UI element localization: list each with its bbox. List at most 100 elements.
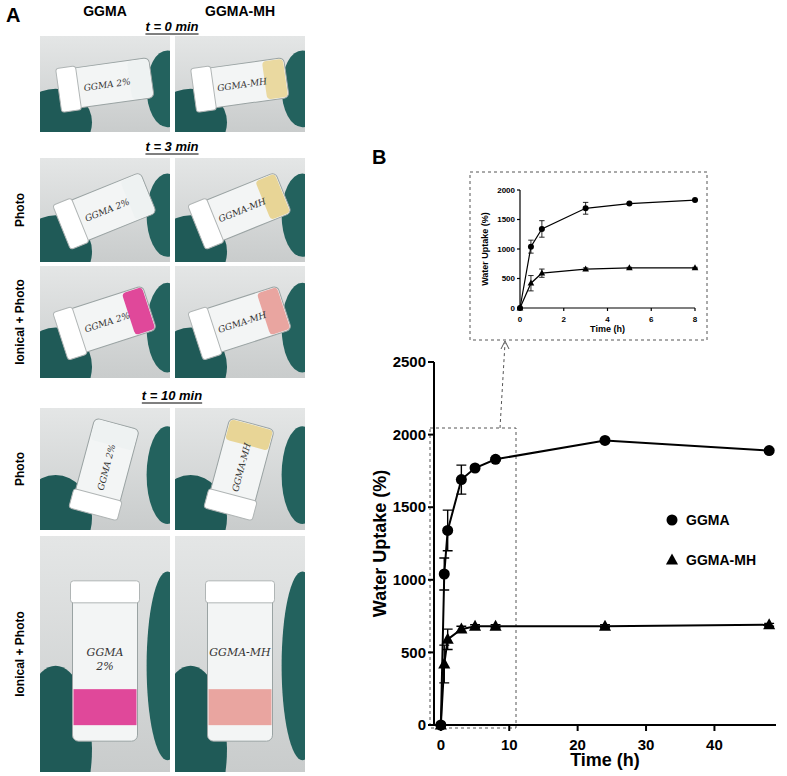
error-cap: [539, 220, 544, 221]
data-point: [470, 462, 481, 473]
y-tick: [428, 434, 434, 436]
glove: [282, 426, 305, 524]
series-line: [520, 200, 695, 308]
data-point: [490, 454, 501, 465]
data-point: [764, 445, 775, 456]
y-tick: [428, 579, 434, 581]
data-point: [600, 435, 611, 446]
x-tick: [651, 308, 652, 311]
legend-marker: [666, 553, 678, 564]
error-cap: [443, 649, 453, 650]
chart: 050010001500200002468Time (h)Water Uptak…: [480, 186, 698, 334]
vial: GGMA2%: [71, 581, 140, 741]
vial-cap: [56, 66, 82, 113]
x-tick: [577, 725, 579, 731]
panel-label: B: [372, 146, 386, 168]
y-tick: [428, 651, 434, 653]
error-cap: [583, 202, 588, 203]
y-tick: [517, 248, 520, 249]
vial-cap: [69, 488, 122, 520]
vial-cap: [206, 581, 275, 603]
x-tick-label: 30: [638, 736, 655, 753]
error-cap: [443, 509, 453, 510]
vial: GGMA-MH: [204, 417, 277, 520]
vial-label: 2%: [95, 660, 113, 673]
underline: [145, 34, 198, 35]
row-label: Photo: [13, 193, 27, 227]
data-point: [469, 620, 481, 631]
data-point: [583, 205, 589, 211]
data-point: [490, 620, 502, 631]
y-axis: [433, 362, 435, 725]
error-cap: [528, 253, 533, 254]
vial-label: GGMA-MH: [217, 76, 268, 93]
column-header: GGMA-MH: [205, 3, 275, 19]
legend-label: GGMA-MH: [686, 552, 756, 568]
vial: GGMA-MH: [188, 170, 293, 249]
photo: GGMA 2%: [40, 158, 170, 262]
data-point: [763, 618, 775, 629]
vial-label: GGMA 2%: [96, 443, 118, 491]
vial: GGMA 2%: [56, 56, 155, 113]
vial-label: GGMA: [87, 646, 124, 659]
x-axis: [434, 724, 776, 726]
error-bar: [456, 465, 466, 494]
data-point: [599, 620, 611, 631]
vial-label: GGMA-MH: [217, 196, 267, 224]
vial-cap: [188, 198, 224, 250]
photo: GGMA 2%: [40, 36, 170, 132]
error-cap: [539, 277, 544, 278]
vial-body: [72, 58, 154, 109]
underline: [145, 154, 198, 155]
y-tick-label: 2000: [393, 426, 426, 443]
y-tick: [517, 189, 520, 190]
x-axis-label: Time (h): [590, 324, 625, 334]
data-point: [539, 270, 546, 276]
error-cap: [443, 628, 453, 629]
legend-label: GGMA: [686, 512, 730, 528]
vial-cap: [53, 307, 87, 361]
error-bar: [439, 558, 449, 590]
plot-area: [517, 197, 699, 311]
x-tick-label: 8: [693, 315, 698, 324]
data-point: [582, 265, 589, 271]
x-tick-label: 0: [518, 315, 523, 324]
y-tick-label: 2500: [393, 353, 426, 370]
y-axis-label: Water Uptake (%): [480, 212, 490, 286]
chart: 05001000150020002500010203040Time (h)Wat…: [370, 353, 776, 770]
x-tick: [645, 725, 647, 731]
vial-liquid: [209, 689, 272, 725]
inset-frame: [470, 172, 707, 340]
x-tick-label: 6: [649, 315, 654, 324]
data-point: [626, 201, 632, 207]
panel-label: A: [6, 4, 20, 26]
data-point: [442, 633, 454, 644]
error-cap: [439, 589, 449, 590]
zoom-arrowhead: [501, 341, 509, 349]
vial: GGMA-MH: [191, 56, 290, 113]
error-cap: [583, 214, 588, 215]
time-label: t = 10 min: [142, 388, 202, 403]
data-point: [528, 280, 535, 286]
data-point: [439, 568, 450, 579]
y-tick-label: 2000: [497, 186, 515, 195]
data-point: [626, 264, 633, 270]
y-tick-label: 500: [502, 274, 516, 283]
photo: GGMA-MH: [175, 408, 305, 530]
vial-cap: [71, 581, 140, 603]
data-point: [442, 525, 453, 536]
glove: [282, 571, 305, 760]
error-cap: [539, 237, 544, 238]
x-tick-label: 0: [437, 736, 445, 753]
y-tick: [428, 361, 434, 363]
figure: AGGMAGGMA-MHt = 0 mint = 3 mint = 10 min…: [0, 0, 787, 776]
row-label: Ionical + Photo: [13, 611, 27, 697]
vial-label: GGMA-MH: [217, 310, 268, 335]
data-point: [539, 226, 545, 232]
y-tick-label: 500: [401, 644, 426, 661]
x-tick: [713, 725, 715, 731]
vial: GGMA-MH: [206, 581, 275, 741]
series-line: [520, 268, 695, 308]
legend-marker: [667, 515, 678, 526]
photo: GGMA 2%: [40, 408, 170, 530]
